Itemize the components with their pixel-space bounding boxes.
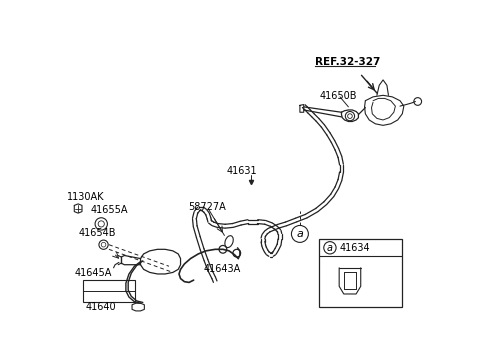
Text: REF.32-327: REF.32-327 xyxy=(315,57,381,67)
Text: 1130AK: 1130AK xyxy=(67,192,105,202)
Text: 41645A: 41645A xyxy=(75,268,112,278)
Text: 41631: 41631 xyxy=(227,166,257,176)
Text: 58727A: 58727A xyxy=(188,202,226,212)
Text: 41640: 41640 xyxy=(86,303,117,313)
Text: 41650B: 41650B xyxy=(319,91,357,101)
Text: 41655A: 41655A xyxy=(90,205,128,215)
Text: a: a xyxy=(297,229,303,239)
Bar xyxy=(319,239,402,307)
Bar xyxy=(83,280,135,302)
Text: 41643A: 41643A xyxy=(204,264,241,274)
Text: 41634: 41634 xyxy=(340,243,371,253)
Text: a: a xyxy=(327,243,333,253)
Text: 41654B: 41654B xyxy=(78,228,116,238)
